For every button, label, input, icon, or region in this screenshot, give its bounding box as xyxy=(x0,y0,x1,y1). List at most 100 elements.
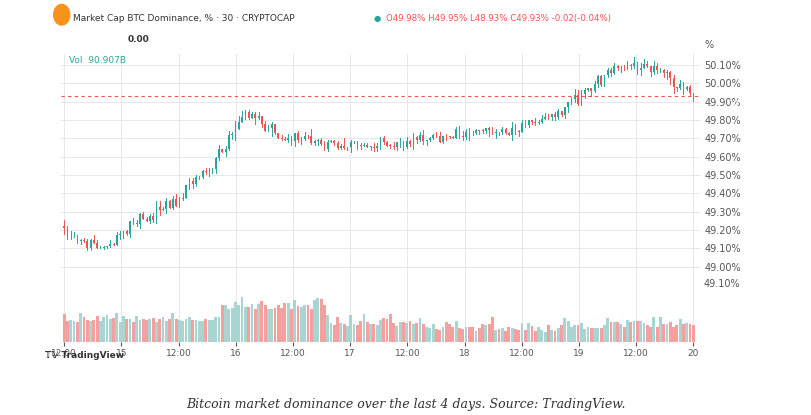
Bar xyxy=(126,231,127,234)
Bar xyxy=(355,325,358,342)
Bar xyxy=(665,72,667,73)
Bar xyxy=(439,136,440,142)
Bar xyxy=(523,330,526,342)
Bar xyxy=(560,111,562,115)
Bar xyxy=(569,327,573,342)
Bar xyxy=(547,325,549,342)
Bar xyxy=(116,235,118,245)
Bar xyxy=(457,328,461,342)
Bar xyxy=(570,99,572,102)
Bar xyxy=(303,136,305,139)
Bar xyxy=(277,134,279,137)
Bar xyxy=(689,87,690,93)
Bar xyxy=(526,323,530,342)
Bar xyxy=(303,305,306,342)
Bar xyxy=(182,198,183,199)
Bar xyxy=(366,322,368,342)
Bar xyxy=(599,328,602,342)
Bar xyxy=(425,140,427,142)
Bar xyxy=(573,325,576,342)
Circle shape xyxy=(54,5,70,25)
Bar xyxy=(470,327,474,342)
Bar xyxy=(79,313,82,342)
Bar xyxy=(115,312,118,342)
Bar xyxy=(625,320,628,342)
Bar xyxy=(642,64,644,68)
Bar xyxy=(481,324,483,342)
Bar xyxy=(290,138,292,142)
Bar xyxy=(576,325,579,342)
Bar xyxy=(316,298,319,342)
Bar xyxy=(675,325,677,342)
Bar xyxy=(517,330,520,342)
Bar xyxy=(187,317,191,342)
Bar xyxy=(139,214,140,224)
Bar xyxy=(593,84,594,91)
Bar xyxy=(662,325,664,342)
Bar xyxy=(313,300,315,342)
Bar xyxy=(557,111,559,117)
Bar xyxy=(267,309,269,342)
Bar xyxy=(438,330,440,342)
Bar xyxy=(337,143,338,148)
Bar xyxy=(264,305,266,342)
Bar xyxy=(461,136,463,137)
Bar xyxy=(132,322,135,342)
Bar xyxy=(93,240,95,243)
Bar xyxy=(646,64,647,66)
Bar xyxy=(579,323,582,342)
Bar xyxy=(530,120,532,122)
Bar xyxy=(537,122,539,123)
Bar xyxy=(553,114,556,117)
Bar xyxy=(158,320,161,342)
Bar xyxy=(580,94,581,103)
Bar xyxy=(372,324,375,342)
Bar xyxy=(659,317,661,342)
Bar xyxy=(161,317,164,342)
Bar xyxy=(583,90,585,94)
Bar xyxy=(113,244,114,245)
Bar xyxy=(543,117,545,119)
Bar xyxy=(212,169,213,172)
Bar xyxy=(603,75,604,85)
Bar xyxy=(491,130,492,133)
Bar xyxy=(379,320,381,342)
Bar xyxy=(201,171,203,177)
Bar xyxy=(484,325,487,342)
Bar xyxy=(129,221,131,234)
Bar xyxy=(560,325,562,342)
Bar xyxy=(645,325,648,342)
Text: 𝕋𝕍 TradingView: 𝕋𝕍 TradingView xyxy=(45,351,123,360)
Bar xyxy=(349,315,352,342)
Bar xyxy=(102,317,105,342)
Bar xyxy=(352,324,355,342)
Bar xyxy=(86,241,88,248)
Bar xyxy=(477,328,480,342)
Bar xyxy=(405,323,408,342)
Bar xyxy=(299,307,303,342)
Bar xyxy=(142,214,144,219)
Bar xyxy=(500,328,503,342)
Bar xyxy=(188,181,190,186)
Bar xyxy=(467,327,470,342)
Bar xyxy=(431,135,433,138)
Bar xyxy=(616,322,618,342)
Bar xyxy=(290,309,293,342)
Bar xyxy=(375,146,377,148)
Bar xyxy=(89,240,92,248)
Bar xyxy=(191,181,193,185)
Bar xyxy=(198,321,200,342)
Bar xyxy=(83,240,84,241)
Bar xyxy=(327,142,328,149)
Bar xyxy=(422,135,423,142)
Bar xyxy=(425,327,427,342)
Bar xyxy=(174,319,178,342)
Bar xyxy=(356,142,358,145)
Bar xyxy=(484,129,486,131)
Bar xyxy=(125,319,128,342)
Bar xyxy=(408,321,411,342)
Bar xyxy=(208,320,210,342)
Bar xyxy=(280,308,283,342)
Bar xyxy=(385,319,388,342)
Bar xyxy=(441,327,444,342)
